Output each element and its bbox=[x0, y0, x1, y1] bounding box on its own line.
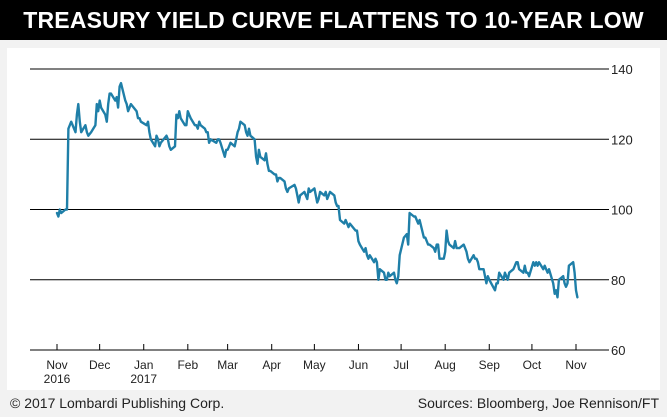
y-tick-label-80: 80 bbox=[611, 273, 625, 288]
y-tick-label-140: 140 bbox=[611, 62, 633, 77]
x-tick-label-10: Sep bbox=[479, 358, 501, 372]
x-tick-label-12: Nov bbox=[565, 358, 586, 372]
sources-text: Sources: Bloomberg, Joe Rennison/FT bbox=[417, 395, 659, 411]
x-tick-label-7: Jun bbox=[349, 358, 368, 372]
copyright-text: © 2017 Lombardi Publishing Corp. bbox=[10, 395, 225, 411]
title-bar: TREASURY YIELD CURVE FLATTENS TO 10-YEAR… bbox=[0, 0, 667, 40]
x-tick-label-4: Mar bbox=[217, 358, 238, 372]
x-tick-label-5: Apr bbox=[262, 358, 281, 372]
series-line-yield-curve bbox=[55, 81, 579, 299]
x-tick-sublabel-0: 2016 bbox=[44, 372, 71, 386]
y-tick-label-120: 120 bbox=[611, 132, 633, 147]
x-tick-label-0: Nov bbox=[46, 358, 67, 372]
x-tick-label-1: Dec bbox=[89, 358, 110, 372]
x-tick-sublabel-2: 2017 bbox=[130, 372, 157, 386]
chart-title: TREASURY YIELD CURVE FLATTENS TO 10-YEAR… bbox=[23, 6, 644, 33]
plot-panel bbox=[7, 48, 660, 390]
x-tick-label-8: Jul bbox=[393, 358, 408, 372]
x-tick-label-2: Jan bbox=[134, 358, 153, 372]
x-tick-label-11: Oct bbox=[523, 358, 542, 372]
x-tick-label-3: Feb bbox=[177, 358, 198, 372]
x-tick-label-9: Aug bbox=[435, 358, 456, 372]
y-tick-label-60: 60 bbox=[611, 343, 625, 358]
y-tick-label-100: 100 bbox=[611, 203, 633, 218]
x-tick-label-6: May bbox=[303, 358, 326, 372]
